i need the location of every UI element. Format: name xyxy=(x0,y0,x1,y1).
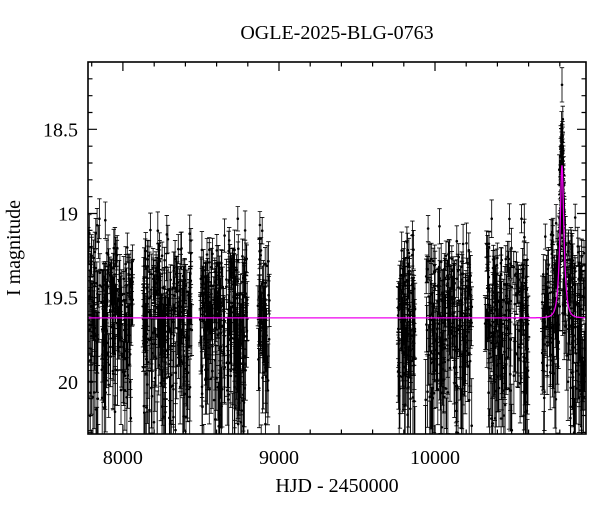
data-points-layer xyxy=(88,83,586,434)
y-tick-label: 20 xyxy=(58,372,78,394)
axis-ticks xyxy=(88,62,586,434)
x-tick-label: 9000 xyxy=(259,447,299,469)
plot-frame xyxy=(87,61,587,435)
error-bars-layer xyxy=(88,67,586,434)
y-tick-label: 19 xyxy=(58,204,78,226)
x-tick-label: 10000 xyxy=(410,447,460,469)
chart-title: OGLE-2025-BLG-0763 xyxy=(240,22,433,44)
y-axis-label: I magnitude xyxy=(3,200,25,296)
x-axis-label: HJD - 2450000 xyxy=(275,475,398,497)
data-layer xyxy=(88,67,586,434)
x-tick-label: 8000 xyxy=(103,447,143,469)
model-curve xyxy=(88,165,586,319)
y-tick-label: 18.5 xyxy=(43,119,78,141)
y-tick-label: 19.5 xyxy=(43,288,78,310)
tick-labels: 8000 9000 10000 18.5 19 19.5 20 xyxy=(43,119,460,469)
